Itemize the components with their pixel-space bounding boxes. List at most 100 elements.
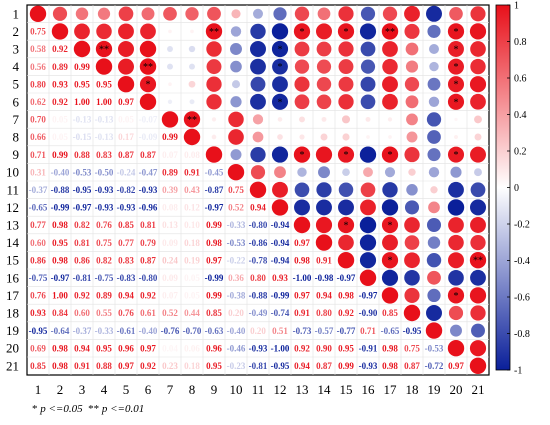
corr-circle — [428, 167, 440, 178]
corr-value: -0.93 — [139, 185, 158, 195]
corr-value: -1.00 — [293, 273, 312, 283]
colorbar: 1 0.8 0.6 0.4 0.2 0 -0.2 -0.4 -0.6 -0.8 -1 — [495, 1, 530, 377]
corr-circle — [293, 146, 311, 163]
corr-circle — [277, 134, 283, 140]
corr-circle — [167, 63, 173, 70]
corr-value: 0.92 — [52, 44, 68, 54]
corr-value: 0.98 — [338, 291, 354, 301]
corr-circle — [293, 216, 311, 234]
corr-value: 0.69 — [30, 343, 46, 353]
row-label: 13 — [6, 218, 19, 233]
corr-circle — [228, 129, 244, 145]
double-star-symbol: ** — [88, 403, 100, 415]
corr-value: -0.72 — [425, 361, 444, 371]
corr-value: 0.91 — [316, 255, 332, 265]
corr-value: 0.96 — [206, 343, 222, 353]
corr-circle — [404, 77, 420, 92]
corr-value: 0.82 — [96, 255, 112, 265]
column-label: 11 — [252, 382, 265, 397]
corr-circle — [405, 60, 419, 73]
corr-circle — [426, 217, 442, 233]
colorbar-tick-label: 0.2 — [514, 147, 527, 158]
corr-value: 0.97 — [140, 343, 156, 353]
corr-circle — [359, 216, 377, 234]
significance-star: ** — [99, 45, 109, 56]
column-label: 9 — [211, 382, 218, 397]
corr-value: -0.65 — [381, 326, 400, 336]
corr-circle — [449, 6, 463, 21]
corr-circle — [117, 76, 135, 93]
corr-value: 0.05 — [52, 132, 68, 142]
corr-circle — [206, 76, 222, 92]
corr-value: 0.93 — [52, 79, 68, 89]
corr-value: -0.95 — [403, 326, 422, 336]
significance-star: ** — [385, 27, 395, 38]
corr-circle — [139, 93, 157, 111]
corr-circle — [250, 146, 266, 163]
column-label: 12 — [274, 382, 287, 397]
corr-value: 0.89 — [52, 62, 68, 72]
significance-star: * — [454, 27, 459, 38]
corr-value: -0.98 — [315, 273, 334, 283]
corr-value: -0.91 — [359, 343, 378, 353]
corr-circle — [448, 58, 464, 75]
corr-circle — [382, 182, 398, 198]
corr-circle — [316, 23, 332, 40]
corr-circle — [294, 59, 310, 74]
corr-circle — [320, 133, 328, 141]
corr-circle — [163, 6, 177, 21]
corr-circle — [139, 58, 157, 75]
row-label: 15 — [6, 253, 19, 268]
column-labels: 1 2 3 4 5 6 7 8 9 10 11 12 13 14 15 16 17 18 19 20 21 — [35, 382, 485, 397]
corr-circle — [404, 235, 420, 250]
corr-circle — [183, 128, 201, 146]
corr-circle — [359, 269, 377, 286]
corr-circle — [230, 96, 242, 108]
corr-value: 0.71 — [30, 150, 46, 160]
corr-value: 0.08 — [162, 203, 178, 213]
corr-value: -0.45 — [205, 167, 224, 177]
corr-circle — [338, 199, 354, 216]
corr-value: -0.07 — [139, 115, 158, 125]
corr-value: -0.23 — [227, 361, 246, 371]
corr-value: 0.75 — [96, 238, 112, 248]
corr-value: 0.05 — [52, 115, 68, 125]
corr-circle — [250, 93, 266, 110]
corr-value: -0.93 — [117, 203, 136, 213]
corr-value: -0.63 — [205, 326, 224, 336]
corr-value: 0.95 — [206, 361, 222, 371]
colorbar-tick-label: 1 — [514, 1, 519, 12]
corr-value: -0.96 — [139, 203, 158, 213]
corr-circle — [161, 111, 179, 128]
corr-value: 0.95 — [52, 238, 68, 248]
corr-circle — [470, 41, 486, 57]
corr-value: 0.07 — [162, 291, 178, 301]
corr-circle — [228, 111, 244, 128]
corr-value: -0.74 — [271, 308, 290, 318]
corr-circle — [360, 6, 376, 21]
corr-circle — [338, 59, 354, 75]
corr-circle — [294, 6, 310, 21]
corr-value: 0.85 — [382, 308, 398, 318]
column-label: 4 — [101, 382, 108, 397]
corr-value: 0.60 — [30, 238, 46, 248]
corr-circle — [271, 40, 289, 58]
corr-circle — [316, 94, 332, 110]
corr-value: -0.78 — [249, 255, 268, 265]
corr-circle — [447, 146, 465, 163]
corr-value: 0.85 — [206, 308, 222, 318]
corr-circle — [427, 236, 441, 249]
corr-circle — [381, 199, 399, 216]
column-label: 10 — [230, 382, 243, 397]
row-label: 16 — [6, 270, 20, 285]
corr-circle — [315, 146, 333, 163]
corr-value: -0.47 — [139, 167, 158, 177]
corr-value: 0.24 — [162, 255, 178, 265]
corr-value: -0.50 — [95, 167, 114, 177]
corr-circle — [299, 134, 305, 140]
corr-circle — [382, 6, 398, 21]
significance-star: * — [454, 80, 459, 91]
corr-value: 0.13 — [162, 220, 178, 230]
corr-circle — [426, 5, 442, 22]
corr-circle — [381, 287, 399, 304]
